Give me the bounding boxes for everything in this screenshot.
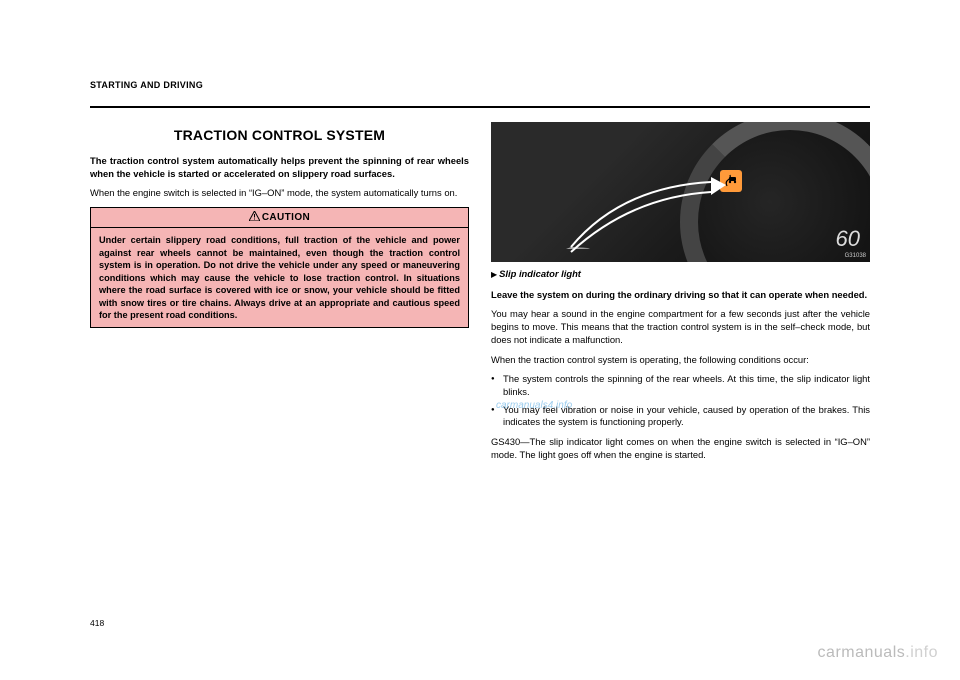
- gauge-number: 60: [836, 224, 860, 254]
- caution-body: Under certain slippery road conditions, …: [91, 228, 468, 327]
- conditions-list: The system controls the spinning of the …: [491, 373, 870, 429]
- conditions-intro: When the traction control system is oper…: [491, 354, 870, 367]
- site-watermark: carmanuals.info: [818, 644, 938, 662]
- page-number: 418: [90, 618, 104, 628]
- intro-bold: The traction control system automaticall…: [90, 155, 469, 180]
- gs430-note: GS430—The slip indicator light comes on …: [491, 436, 870, 461]
- left-column: TRACTION CONTROL SYSTEM The traction con…: [90, 122, 469, 468]
- leave-system-on: Leave the system on during the ordinary …: [491, 289, 870, 302]
- slip-indicator-figure: 60 G31038: [491, 122, 870, 262]
- warning-icon: [249, 211, 260, 221]
- right-column: 60 G31038 ▶Slip indicator light Leave th…: [491, 122, 870, 468]
- triangle-marker-icon: ▶: [491, 270, 497, 279]
- caution-header: CAUTION: [91, 208, 468, 229]
- list-item: You may feel vibration or noise in your …: [491, 404, 870, 429]
- manual-page: STARTING AND DRIVING TRACTION CONTROL SY…: [90, 80, 870, 610]
- watermark-main: carmanuals: [818, 644, 906, 661]
- two-column-layout: TRACTION CONTROL SYSTEM The traction con…: [90, 122, 870, 468]
- caution-label: CAUTION: [262, 212, 310, 223]
- intro-2: When the engine switch is selected in “I…: [90, 187, 469, 200]
- header-rule: [90, 106, 870, 108]
- callout-arrow-icon: [561, 177, 741, 257]
- list-item: The system controls the spinning of the …: [491, 373, 870, 398]
- watermark-suffix: .info: [905, 644, 938, 661]
- caution-box: CAUTION Under certain slippery road cond…: [90, 207, 469, 328]
- traction-title: TRACTION CONTROL SYSTEM: [90, 126, 469, 145]
- self-check-paragraph: You may hear a sound in the engine compa…: [491, 308, 870, 346]
- caption-text: Slip indicator light: [499, 268, 581, 279]
- section-heading: STARTING AND DRIVING: [90, 80, 870, 90]
- figure-caption: ▶Slip indicator light: [491, 268, 870, 281]
- figure-code: G31038: [845, 252, 866, 260]
